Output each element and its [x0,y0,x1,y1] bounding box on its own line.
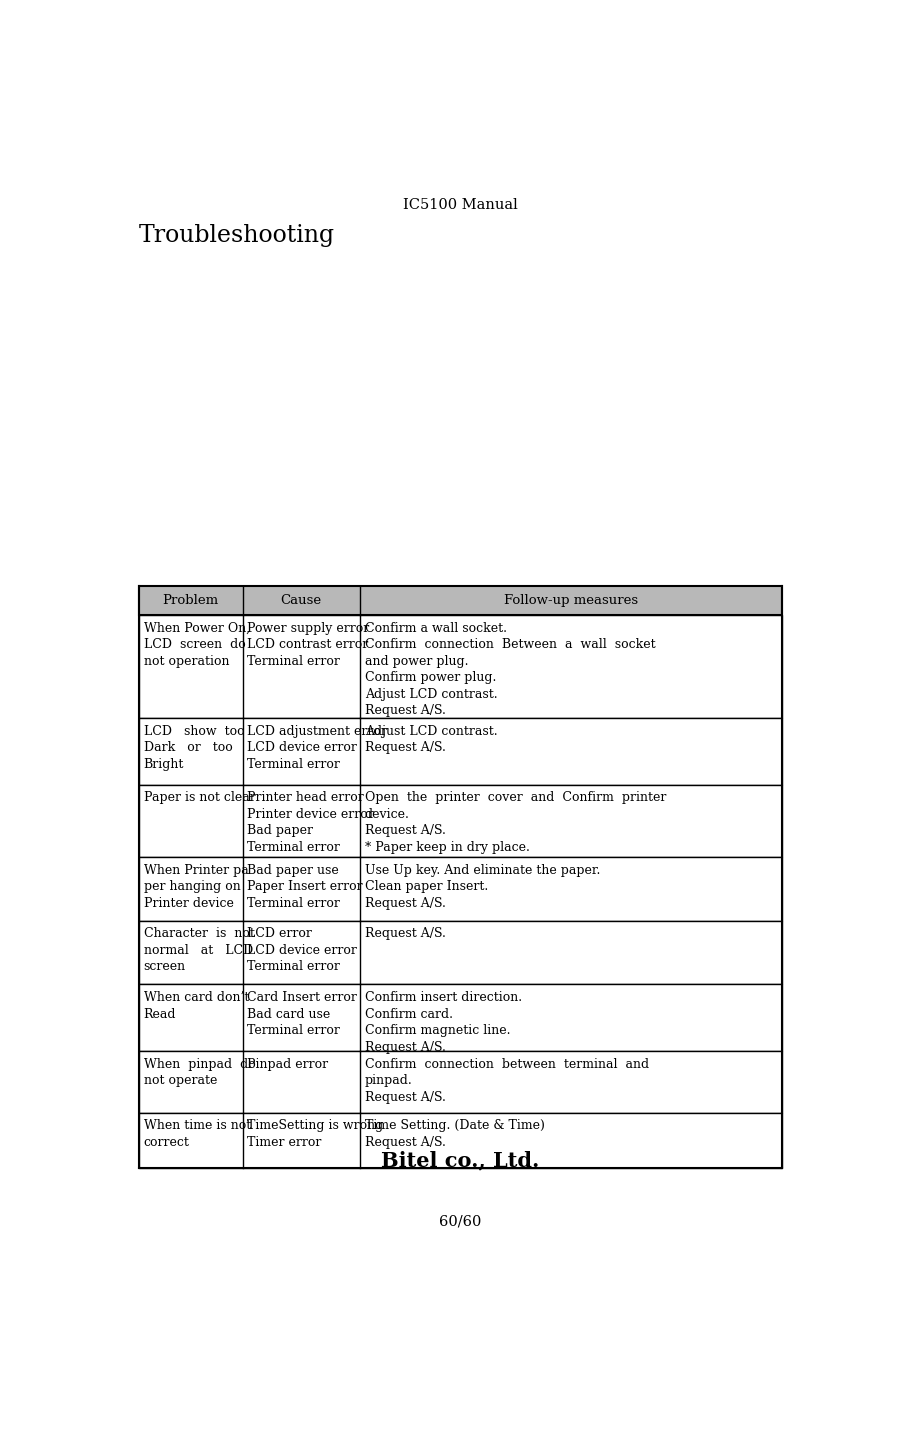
Text: Request A/S.: Request A/S. [365,928,445,940]
Bar [138,718,782,785]
Bar [138,1112,782,1169]
Text: Use Up key. And eliminate the paper.
Clean paper Insert.
Request A/S.: Use Up key. And eliminate the paper. Cle… [365,864,600,909]
Text: Cause: Cause [280,594,321,607]
Bar [138,586,782,615]
Text: When time is not
correct: When time is not correct [144,1119,251,1148]
Text: Confirm insert direction.
Confirm card.
Confirm magnetic line.
Request A/S.: Confirm insert direction. Confirm card. … [365,990,522,1054]
Bar [138,1051,782,1112]
Bar [138,615,782,718]
Bar [138,785,782,857]
Text: TimeSetting is wrong
Timer error: TimeSetting is wrong Timer error [247,1119,383,1148]
Text: Troubleshooting: Troubleshooting [138,224,335,248]
Bar [138,857,782,921]
Text: Pinpad error: Pinpad error [247,1058,329,1072]
Text: When Printer pa
per hanging on
Printer device: When Printer pa per hanging on Printer d… [144,864,249,909]
Text: Printer head error
Printer device error
Bad paper
Terminal error: Printer head error Printer device error … [247,792,374,854]
Text: Time Setting. (Date & Time)
Request A/S.: Time Setting. (Date & Time) Request A/S. [365,1119,544,1148]
Text: 60/60: 60/60 [439,1215,481,1229]
Bar [138,985,782,1051]
Text: Problem: Problem [163,594,219,607]
Text: Power supply error
LCD contrast error
Terminal error: Power supply error LCD contrast error Te… [247,623,370,668]
Text: LCD   show  too
Dark   or   too
Bright: LCD show too Dark or too Bright [144,724,244,770]
Text: Adjust LCD contrast.
Request A/S.: Adjust LCD contrast. Request A/S. [365,724,497,754]
Text: Follow-up measures: Follow-up measures [504,594,638,607]
Text: Bad paper use
Paper Insert error
Terminal error: Bad paper use Paper Insert error Termina… [247,864,363,909]
Text: Confirm  connection  between  terminal  and
pinpad.
Request A/S.: Confirm connection between terminal and … [365,1058,648,1103]
Text: Bitel co., Ltd.: Bitel co., Ltd. [381,1151,540,1170]
Text: When Power On,
LCD  screen  do
not operation: When Power On, LCD screen do not operati… [144,623,250,668]
Text: LCD adjustment error
LCD device error
Terminal error: LCD adjustment error LCD device error Te… [247,724,387,770]
Text: IC5100 Manual: IC5100 Manual [403,198,517,213]
Text: Card Insert error
Bad card use
Terminal error: Card Insert error Bad card use Terminal … [247,990,357,1037]
Text: Character  is  not
normal   at   LCD
screen: Character is not normal at LCD screen [144,928,254,973]
Bar [138,921,782,985]
Bar [138,586,782,615]
Text: When card don’t
Read: When card don’t Read [144,990,249,1021]
Text: Confirm a wall socket.
Confirm  connection  Between  a  wall  socket
and power p: Confirm a wall socket. Confirm connectio… [365,623,656,717]
Text: When  pinpad  do
not operate: When pinpad do not operate [144,1058,255,1087]
Text: LCD error
LCD device error
Terminal error: LCD error LCD device error Terminal erro… [247,928,357,973]
Text: Open  the  printer  cover  and  Confirm  printer
device.
Request A/S.
* Paper ke: Open the printer cover and Confirm print… [365,792,666,854]
Text: Paper is not clear: Paper is not clear [144,792,255,805]
